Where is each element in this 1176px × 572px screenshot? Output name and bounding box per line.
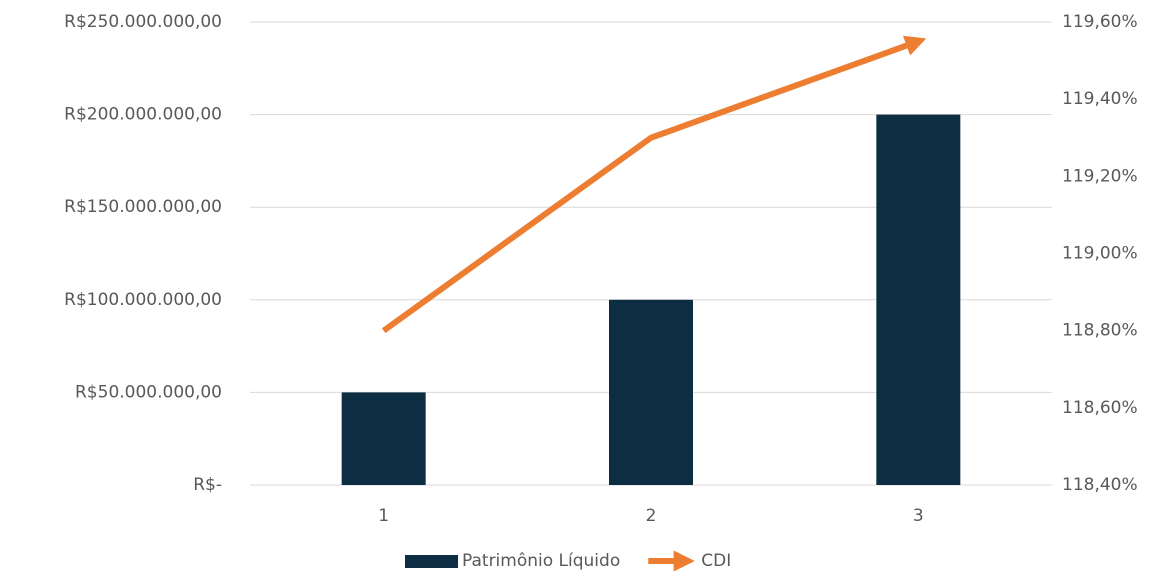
x-tick-label: 3 <box>913 506 924 526</box>
y-tick-label: R$50.000.000,00 <box>75 382 222 402</box>
y-tick-label: R$150.000.000,00 <box>64 197 222 217</box>
bar <box>609 299 693 485</box>
y-tick-label: R$100.000.000,00 <box>64 290 222 310</box>
y-tick-label: R$200.000.000,00 <box>64 105 222 125</box>
y2-tick-label: 119,60% <box>1062 12 1138 32</box>
y-tick-label: R$- <box>193 475 222 495</box>
y-tick-label: R$250.000.000,00 <box>64 12 222 32</box>
y2-tick-label: 119,20% <box>1062 166 1138 186</box>
x-tick-label: 1 <box>378 506 389 526</box>
y2-tick-label: 119,40% <box>1062 89 1138 109</box>
legend-label: CDI <box>701 551 731 571</box>
y2-tick-label: 118,60% <box>1062 398 1138 418</box>
y2-tick-label: 118,40% <box>1062 475 1138 495</box>
line <box>381 35 927 334</box>
y2-tick-label: 118,80% <box>1062 321 1138 341</box>
bar <box>876 114 961 485</box>
legend-swatch <box>405 555 458 568</box>
bar <box>341 392 426 485</box>
y2-tick-label: 119,00% <box>1062 244 1138 264</box>
x-tick-label: 2 <box>646 506 657 526</box>
legend-label: Patrimônio Líquido <box>462 551 620 571</box>
